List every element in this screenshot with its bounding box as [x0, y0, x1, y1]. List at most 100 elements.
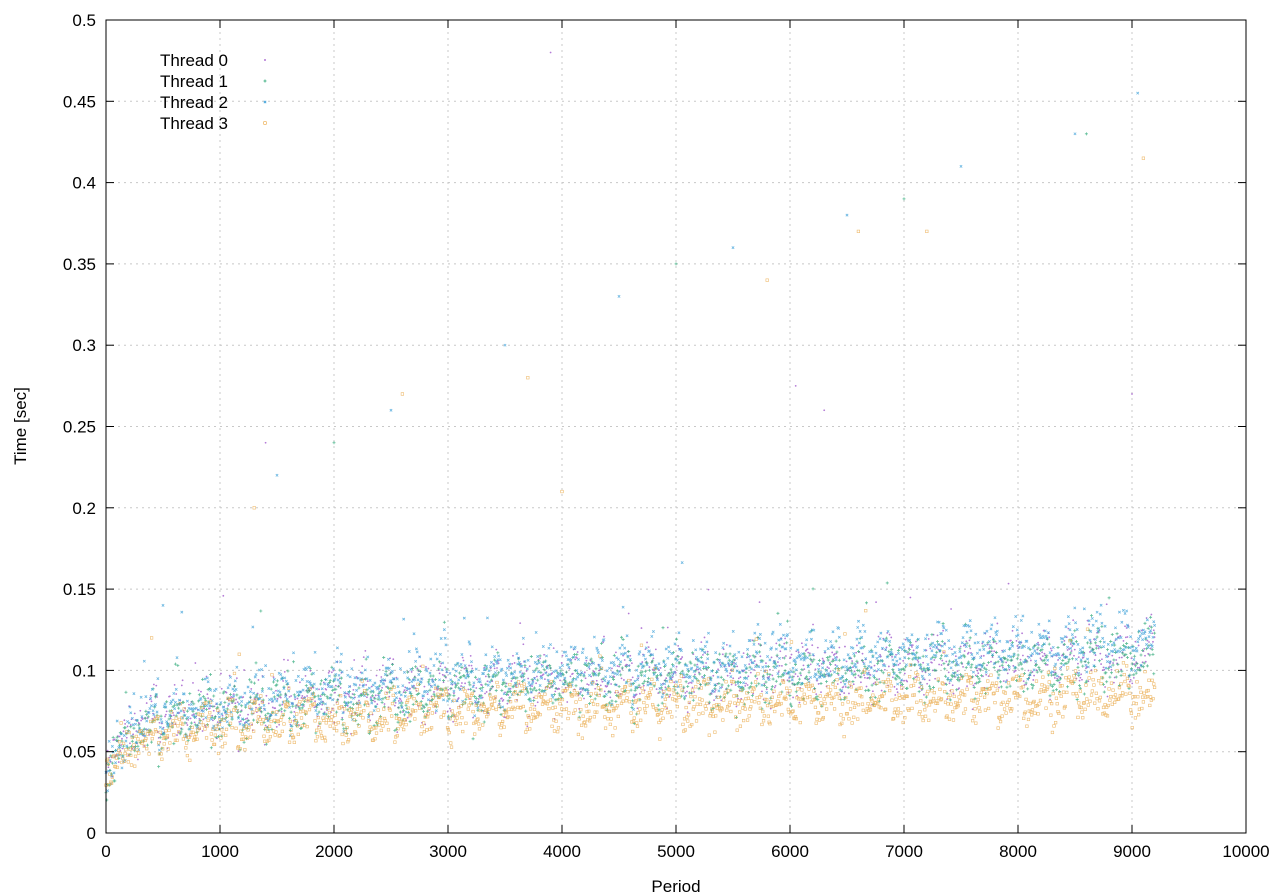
- data-point: [393, 740, 397, 744]
- data-point: [697, 712, 701, 716]
- data-point: [770, 632, 774, 636]
- data-point: [309, 669, 312, 672]
- data-point: [589, 692, 593, 696]
- data-point: [845, 665, 849, 669]
- data-point: [226, 686, 230, 690]
- data-point: [612, 677, 616, 681]
- data-point: [406, 670, 410, 674]
- data-point: [1082, 656, 1085, 659]
- data-point: [590, 660, 594, 664]
- data-point: [168, 695, 171, 698]
- data-point: [966, 685, 968, 688]
- data-point: [825, 656, 829, 660]
- data-point: [794, 673, 797, 675]
- data-point: [852, 705, 857, 709]
- data-point: [449, 678, 453, 682]
- data-point: [132, 726, 136, 730]
- data-point: [749, 658, 753, 662]
- data-point: [738, 710, 742, 714]
- data-point: [576, 657, 580, 661]
- data-point: [217, 711, 221, 715]
- data-point: [418, 655, 422, 659]
- data-point: [1014, 669, 1017, 672]
- data-point: [193, 721, 196, 724]
- data-point: [483, 668, 487, 672]
- data-point: [362, 683, 366, 687]
- data-point: [111, 735, 115, 739]
- data-point: [876, 640, 880, 644]
- data-point: [387, 657, 390, 661]
- data-point: [165, 700, 169, 704]
- data-point: [917, 661, 920, 663]
- data-point: [216, 705, 220, 709]
- data-point: [508, 682, 512, 687]
- data-point: [667, 671, 671, 675]
- data-point: [782, 671, 786, 675]
- data-point: [551, 701, 555, 705]
- data-point: [307, 689, 311, 693]
- data-point: [449, 745, 454, 749]
- data-point: [1149, 643, 1153, 647]
- data-point: [976, 669, 979, 672]
- data-point: [603, 726, 608, 730]
- data-point: [1086, 661, 1090, 665]
- data-point: [1126, 636, 1129, 638]
- data-point: [390, 701, 395, 706]
- data-point: [1073, 654, 1075, 657]
- data-point: [571, 678, 575, 682]
- data-point: [643, 710, 648, 715]
- data-point: [473, 732, 477, 736]
- data-point: [1137, 644, 1140, 647]
- data-point: [563, 678, 567, 682]
- data-point: [1113, 648, 1117, 652]
- data-point: [276, 693, 280, 697]
- data-point: [894, 694, 897, 696]
- data-point: [494, 689, 498, 693]
- data-point: [603, 695, 607, 699]
- data-point: [344, 727, 348, 731]
- data-point: [969, 629, 973, 633]
- data-point: [958, 687, 960, 690]
- data-point: [678, 684, 683, 688]
- data-point: [475, 687, 478, 689]
- data-point: [788, 694, 792, 698]
- data-point: [718, 661, 721, 664]
- data-point: [837, 658, 841, 662]
- data-point: [1078, 686, 1082, 690]
- data-point: [1066, 645, 1070, 649]
- data-point: [762, 683, 766, 687]
- data-point: [769, 700, 773, 704]
- outlier-point: [823, 409, 826, 412]
- data-point: [1104, 666, 1108, 670]
- data-point: [366, 655, 370, 659]
- data-point: [453, 692, 455, 695]
- data-point: [341, 711, 345, 715]
- data-point: [176, 734, 178, 736]
- data-point: [641, 681, 645, 685]
- data-point: [308, 681, 312, 685]
- data-point: [731, 654, 735, 658]
- data-point: [242, 740, 246, 744]
- data-point: [330, 685, 334, 689]
- data-point: [999, 685, 1003, 689]
- data-point: [758, 637, 762, 641]
- data-point: [917, 690, 921, 694]
- data-point: [627, 700, 632, 704]
- data-point: [822, 672, 826, 676]
- data-point: [233, 679, 237, 683]
- data-point: [264, 713, 268, 717]
- data-point: [159, 717, 163, 721]
- data-point: [472, 681, 476, 685]
- data-point: [137, 723, 141, 727]
- data-point: [410, 684, 414, 688]
- data-point: [1149, 625, 1153, 629]
- data-point: [499, 726, 503, 730]
- data-point: [896, 714, 900, 718]
- data-point: [647, 649, 651, 653]
- data-point: [756, 672, 760, 676]
- data-point: [473, 675, 477, 679]
- data-point: [458, 671, 462, 675]
- data-point: [573, 708, 577, 712]
- data-point: [957, 679, 961, 683]
- data-point: [138, 732, 142, 736]
